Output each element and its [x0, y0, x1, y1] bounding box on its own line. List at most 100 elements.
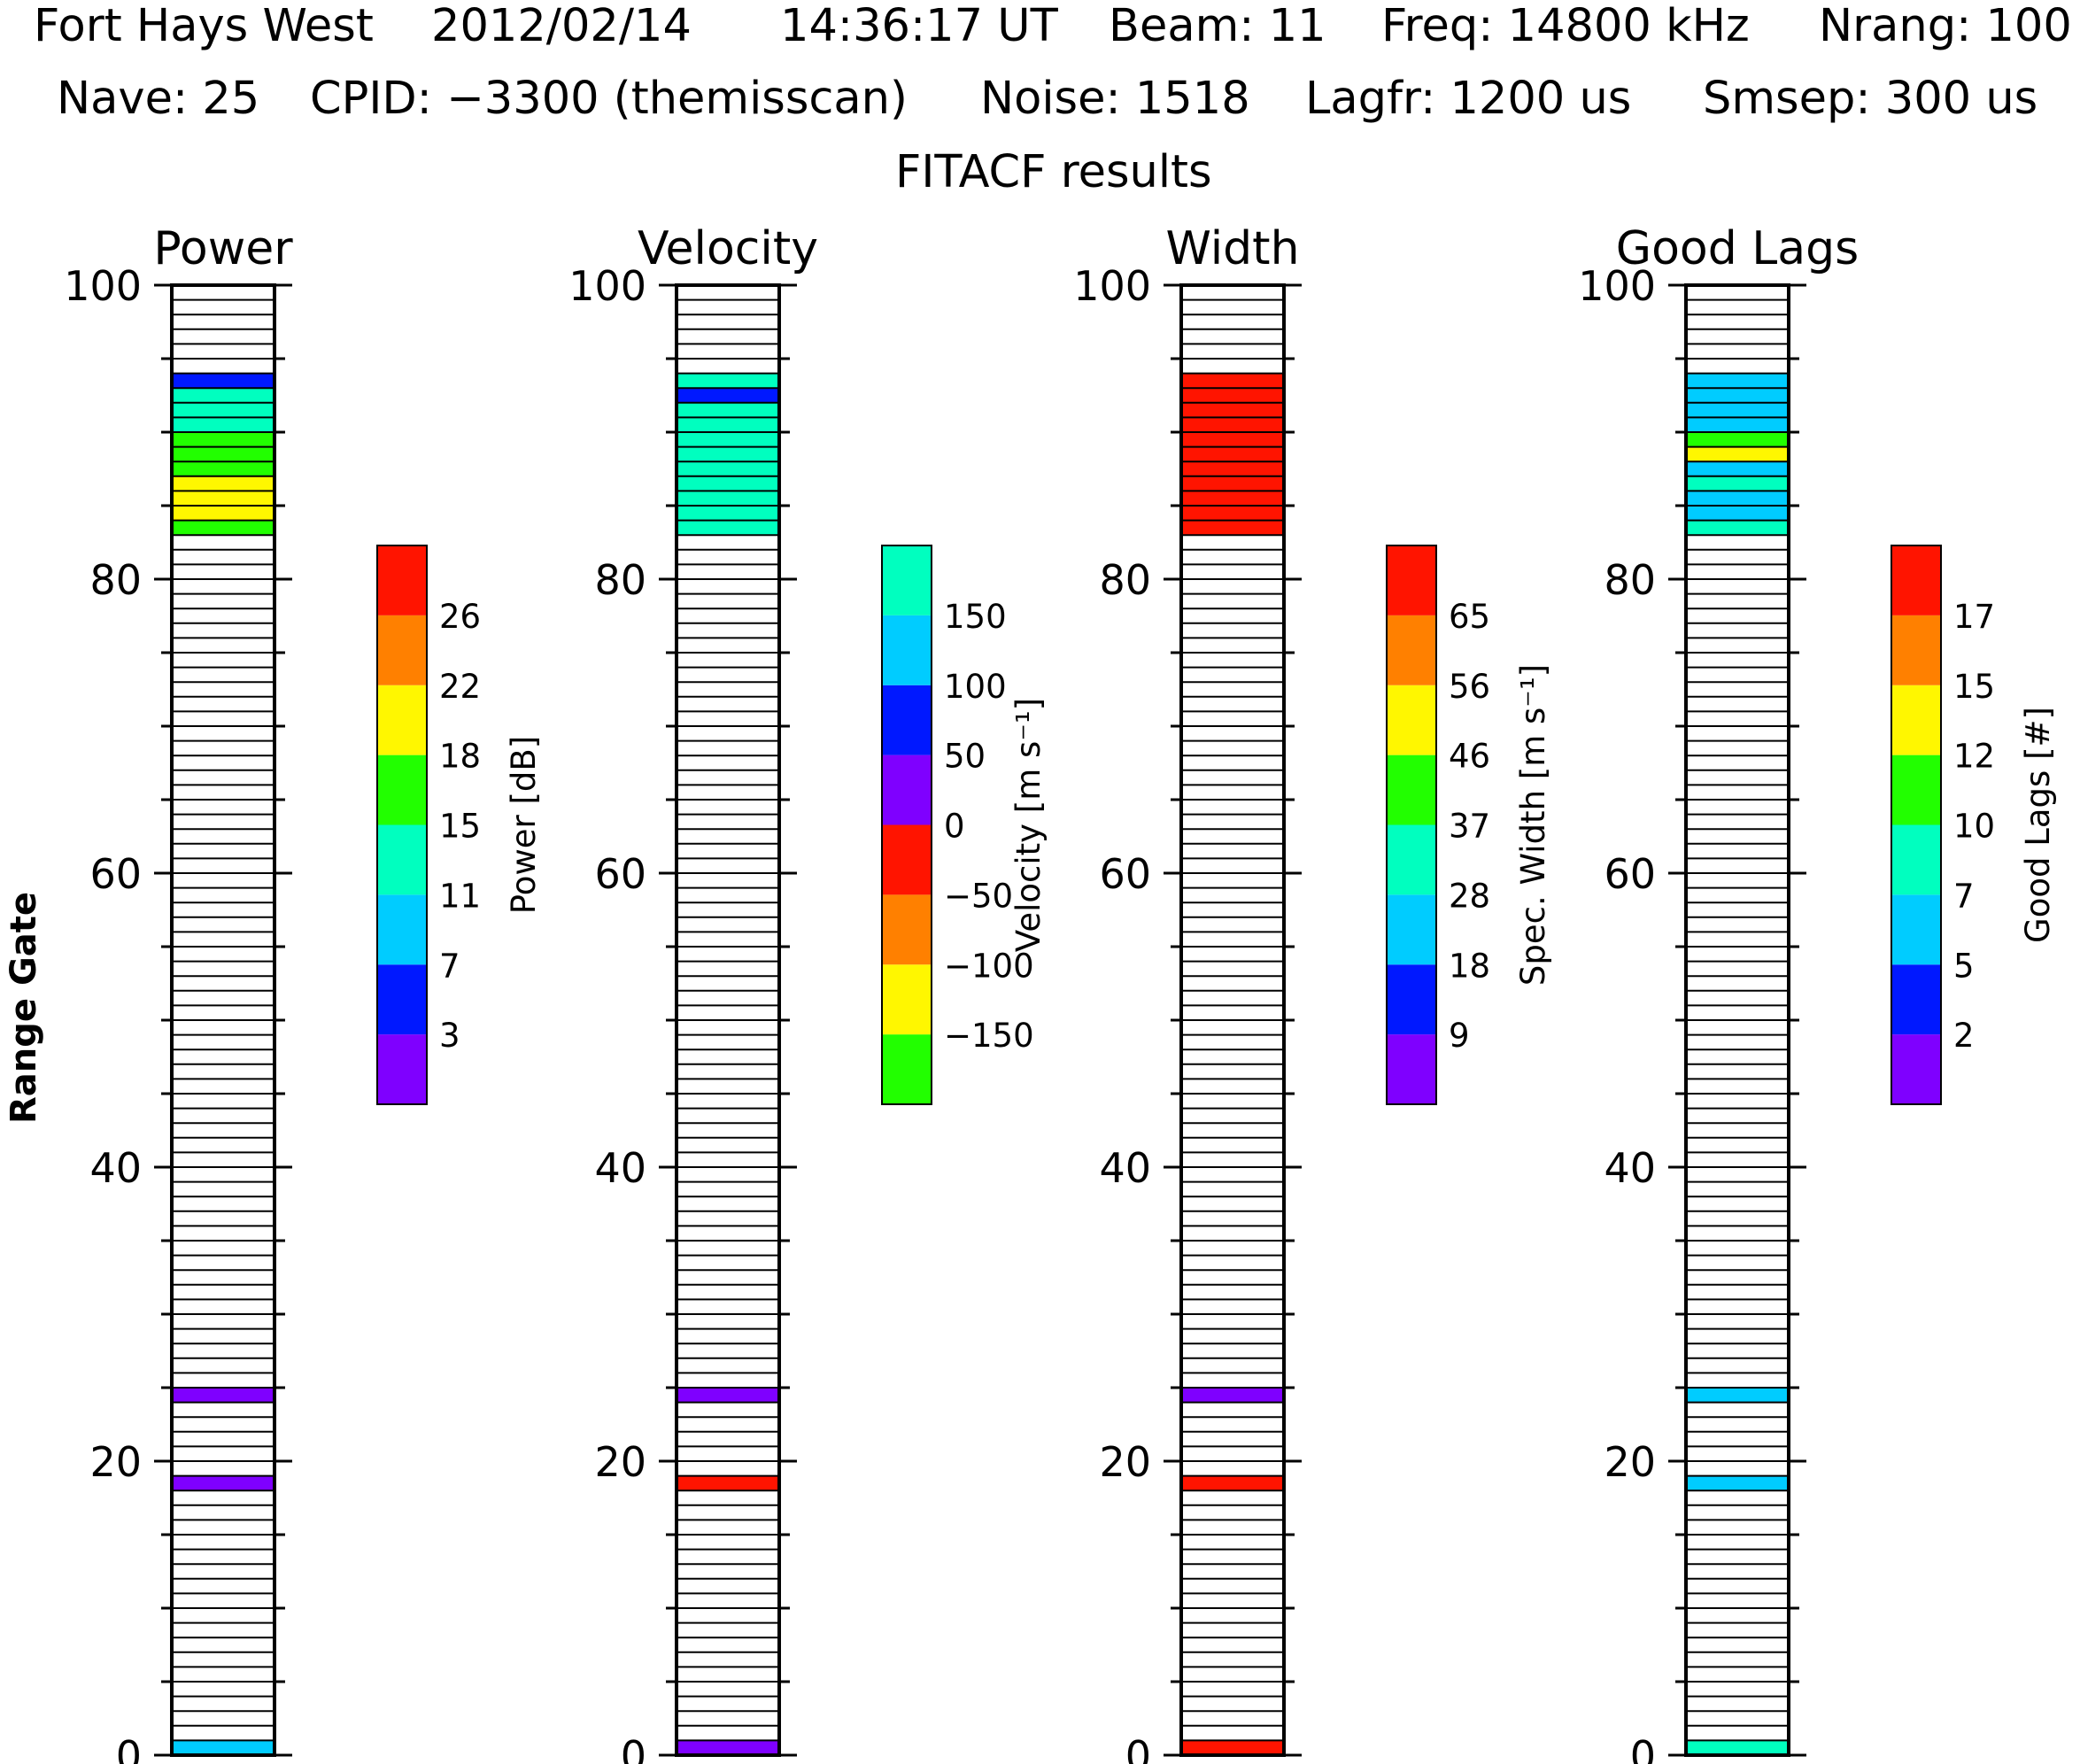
width-gate-88: [1181, 446, 1284, 462]
velocity-gate-88: [677, 446, 779, 462]
velocity-colorbar-tick-label: 50: [944, 738, 986, 776]
power-colorbar-tick-label: 7: [439, 947, 460, 985]
power-colorbar-segment: [377, 685, 427, 755]
velocity-gate-18: [677, 1475, 779, 1491]
power-gate-93: [172, 373, 274, 389]
power-colorbar-tick-label: 18: [439, 738, 481, 776]
velocity-gate-89: [677, 432, 779, 447]
width-colorbar-tick-label: 37: [1449, 808, 1490, 846]
good-lags-gate-93: [1686, 373, 1789, 389]
width-ytick-label: 0: [1125, 1732, 1151, 1764]
width-colorbar-tick-label: 56: [1449, 668, 1490, 706]
power-gate-18: [172, 1475, 274, 1491]
velocity-colorbar-segment: [882, 1034, 932, 1104]
good-lags-colorbar-tick-label: 12: [1953, 738, 1995, 776]
velocity-gate-87: [677, 461, 779, 476]
width-gate-85: [1181, 491, 1284, 506]
power-gate-90: [172, 417, 274, 432]
power-ytick-label: 40: [89, 1144, 142, 1192]
width-gate-87: [1181, 461, 1284, 476]
velocity-colorbar-tick-label: −50: [944, 877, 1013, 915]
power-gate-87: [172, 461, 274, 476]
good-lags-gate-0: [1686, 1740, 1789, 1755]
power-colorbar-label: Power [dB]: [505, 736, 543, 914]
velocity-gate-84: [677, 506, 779, 521]
date: 2012/02/14: [431, 0, 692, 52]
power-colorbar-segment: [377, 964, 427, 1035]
good-lags-colorbar-segment: [1891, 1034, 1941, 1104]
width-ytick-label: 100: [1073, 262, 1151, 310]
velocity-gate-85: [677, 491, 779, 506]
width-gate-91: [1181, 402, 1284, 418]
width-ytick-label: 20: [1099, 1438, 1151, 1486]
velocity-ytick-label: 20: [594, 1438, 646, 1486]
good-lags-ytick-label: 60: [1604, 850, 1656, 898]
width-colorbar-frame: [1386, 545, 1437, 1105]
noise: Noise: 1518: [980, 73, 1250, 125]
good-lags-gate-90: [1686, 417, 1789, 432]
velocity-colorbar-tick-label: 0: [944, 808, 965, 846]
velocity-gate-0: [677, 1740, 779, 1755]
width-colorbar-segment: [1387, 1034, 1436, 1104]
good-lags-gate-18: [1686, 1475, 1789, 1491]
width-colorbar-segment: [1387, 685, 1436, 755]
good-lags-colorbar-frame: [1891, 545, 1942, 1105]
power-colorbar-tick-label: 3: [439, 1017, 460, 1055]
station-name: Fort Hays West: [34, 0, 374, 52]
velocity-ytick-label: 80: [594, 556, 646, 604]
power-colorbar-segment: [377, 545, 427, 615]
width-gate-89: [1181, 432, 1284, 447]
velocity-gate-93: [677, 373, 779, 389]
velocity-colorbar-segment: [882, 685, 932, 755]
width-colorbar-tick-label: 9: [1449, 1017, 1470, 1055]
good-lags-colorbar-label: Good Lags [#]: [2019, 707, 2057, 943]
good-lags-colorbar-tick-label: 2: [1953, 1017, 1975, 1055]
velocity-colorbar-tick-label: 150: [944, 598, 1007, 636]
width-colorbar-segment: [1387, 545, 1436, 615]
width-colorbar-segment: [1387, 754, 1436, 825]
velocity-colorbar-segment: [882, 615, 932, 685]
good-lags-gate-86: [1686, 476, 1789, 491]
header-line-2: Nave: 25 CPID: −3300 (themisscan) Noise:…: [0, 73, 2080, 143]
velocity-gate-86: [677, 476, 779, 491]
width-gate-90: [1181, 417, 1284, 432]
power-colorbar-frame: [376, 545, 428, 1105]
width-colorbar-tick-label: 65: [1449, 598, 1490, 636]
good-lags-gate-24: [1686, 1388, 1789, 1403]
width-colorbar-segment: [1387, 894, 1436, 965]
header-line-3: FITACF results: [0, 146, 2080, 217]
beam: Beam: 11: [1109, 0, 1326, 52]
nrang: Nrang: 100: [1819, 0, 2072, 52]
velocity-colorbar-frame: [881, 545, 932, 1105]
velocity-colorbar-tick-label: −100: [944, 947, 1034, 985]
good-lags-gate-87: [1686, 461, 1789, 476]
width-colorbar-label: Spec. Width [m s⁻¹]: [1514, 664, 1552, 986]
good-lags-colorbar-tick-label: 10: [1953, 808, 1995, 846]
velocity-gate-92: [677, 388, 779, 403]
power-gate-91: [172, 402, 274, 418]
velocity-gate-24: [677, 1388, 779, 1403]
velocity-colorbar-segment: [882, 964, 932, 1035]
power-colorbar-segment: [377, 894, 427, 965]
width-ytick-label: 80: [1099, 556, 1151, 604]
nave: Nave: 25: [57, 73, 260, 125]
good-lags-gate-84: [1686, 506, 1789, 521]
good-lags-ytick-label: 40: [1604, 1144, 1656, 1192]
velocity-panel-title: Velocity: [638, 222, 818, 275]
width-colorbar-tick-label: 28: [1449, 877, 1490, 915]
power-ytick-label: 0: [116, 1732, 142, 1764]
power-colorbar-tick-label: 15: [439, 808, 481, 846]
power-gate-92: [172, 388, 274, 403]
velocity-colorbar-tick-label: 100: [944, 668, 1007, 706]
power-gate-88: [172, 446, 274, 462]
good-lags-ytick-label: 0: [1630, 1732, 1656, 1764]
power-colorbar-tick-label: 22: [439, 668, 481, 706]
time: 14:36:17 UT: [780, 0, 1058, 52]
good-lags-colorbar-segment: [1891, 964, 1941, 1035]
cpid: CPID: −3300 (themisscan): [310, 73, 908, 125]
velocity-colorbar-segment: [882, 754, 932, 825]
width-gate-0: [1181, 1740, 1284, 1755]
width-gate-84: [1181, 506, 1284, 521]
width-gate-18: [1181, 1475, 1284, 1491]
power-ytick-label: 80: [89, 556, 142, 604]
